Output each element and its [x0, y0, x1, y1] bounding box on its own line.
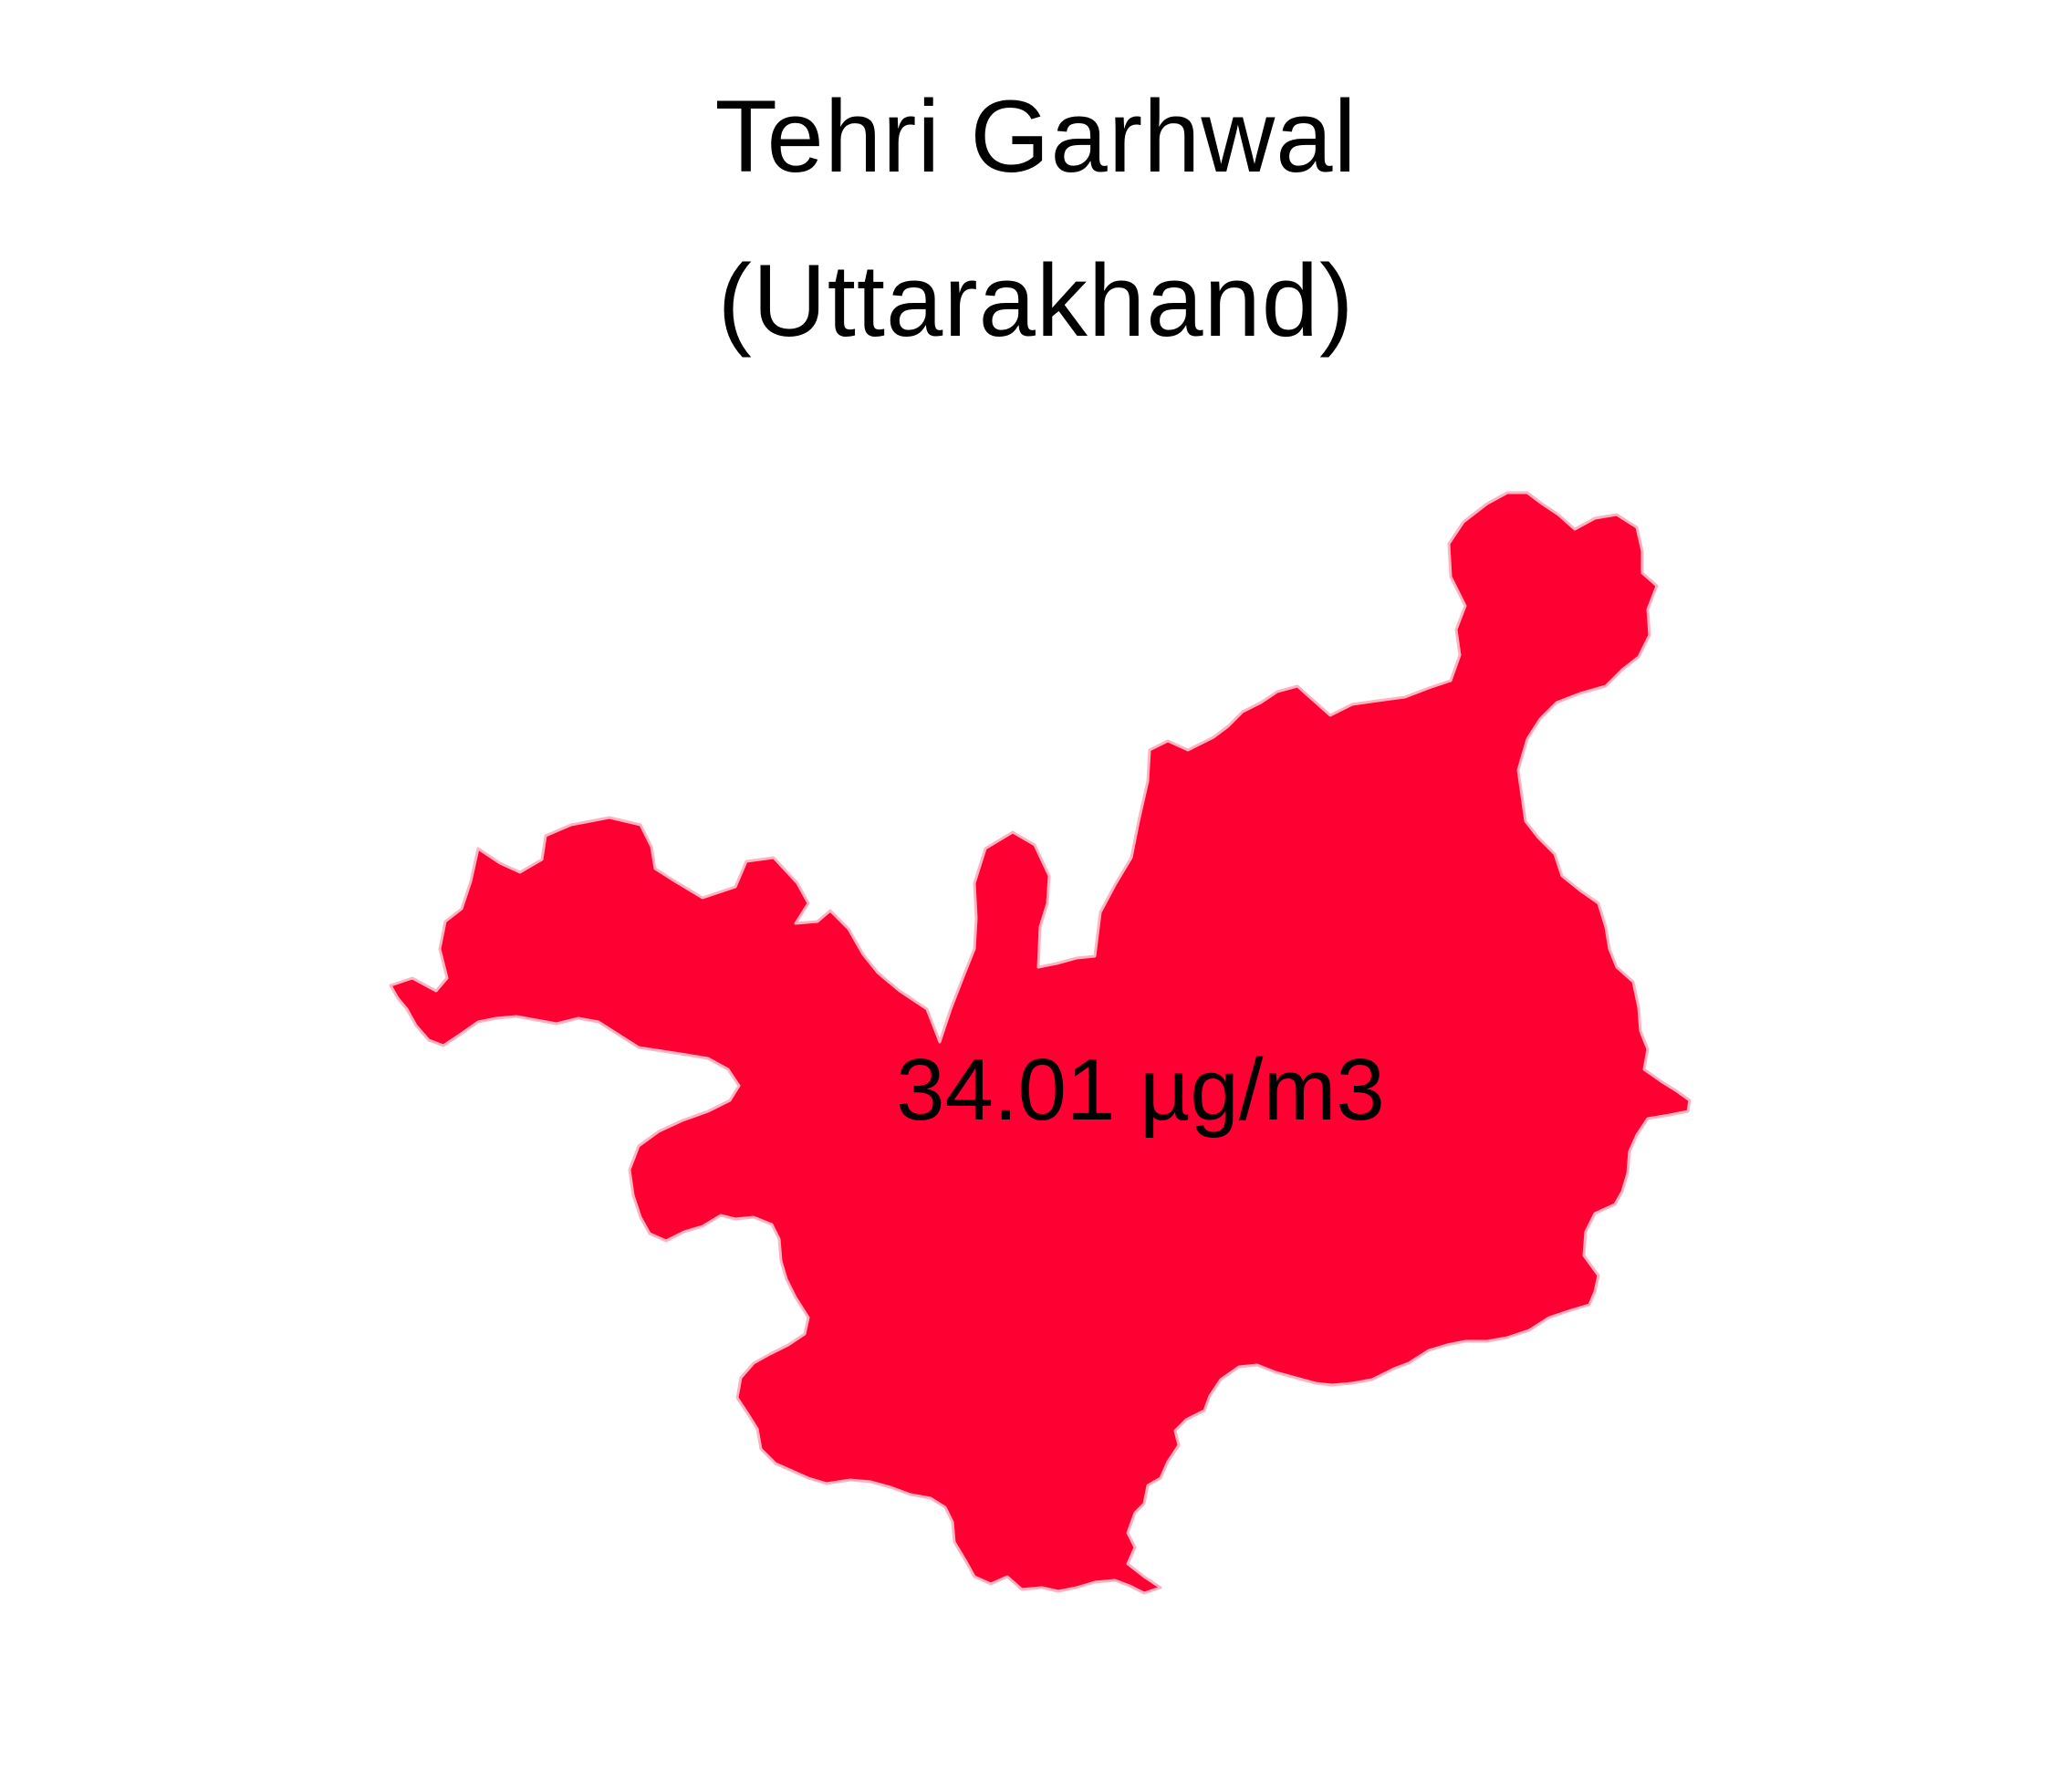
map-title: Tehri Garhwal (Uttarakhand)	[0, 55, 2072, 383]
district-value-label: 34.01 µg/m3	[896, 1041, 1385, 1139]
map-title-district: Tehri Garhwal	[714, 79, 1358, 193]
district-region-shape	[389, 491, 1692, 1595]
map-title-state: (Uttarakhand)	[717, 244, 1355, 358]
